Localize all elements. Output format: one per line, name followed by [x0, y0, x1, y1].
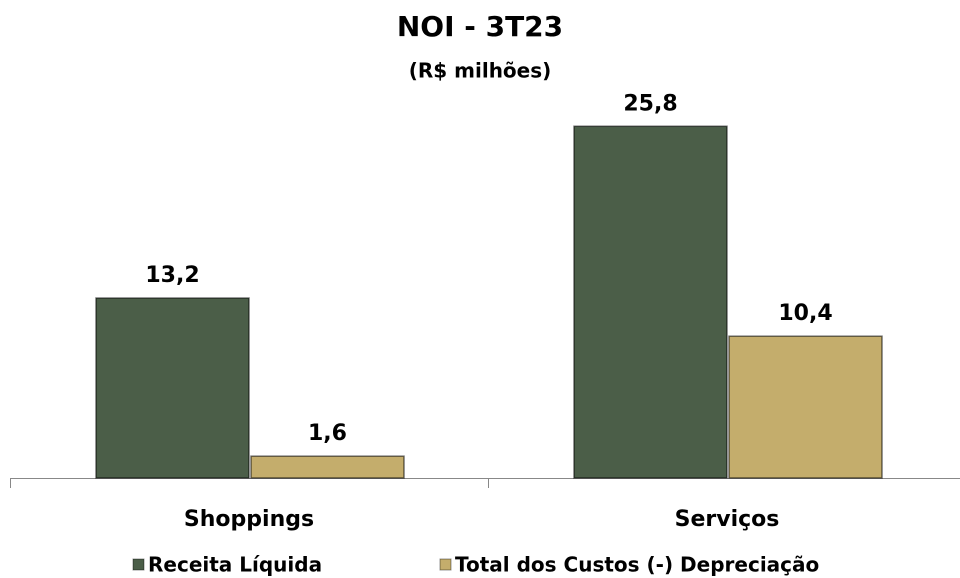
- bar: [250, 455, 405, 479]
- value-label: 1,6: [308, 421, 347, 446]
- value-label: 25,8: [623, 91, 677, 116]
- bar: [573, 125, 728, 479]
- legend-swatch: [132, 558, 145, 571]
- legend-label: Total dos Custos (-) Depreciação: [455, 553, 819, 577]
- x-tick-label: Serviços: [675, 507, 780, 532]
- chart-subtitle: (R$ milhões): [409, 59, 552, 83]
- bar: [95, 297, 250, 479]
- value-label: 13,2: [145, 263, 199, 288]
- legend-label: Receita Líquida: [148, 553, 322, 577]
- legend-swatch: [439, 558, 452, 571]
- chart-title: NOI - 3T23: [397, 10, 563, 43]
- bar: [728, 335, 883, 479]
- x-tick-label: Shoppings: [184, 507, 314, 532]
- value-label: 10,4: [778, 301, 832, 326]
